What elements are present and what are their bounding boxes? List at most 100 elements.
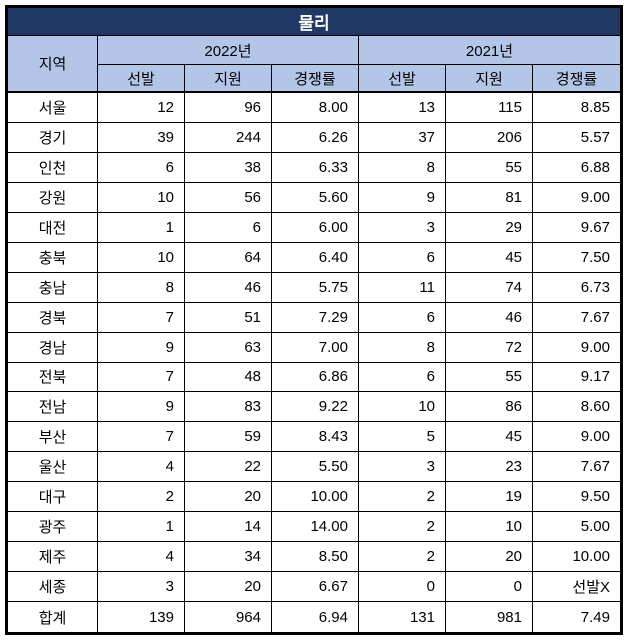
value-cell: 244 xyxy=(185,122,272,153)
value-cell: 20 xyxy=(185,482,272,513)
value-cell: 10 xyxy=(446,512,533,543)
value-cell: 6 xyxy=(185,212,272,243)
value-cell: 6.86 xyxy=(272,362,359,393)
value-cell: 선발X xyxy=(533,572,620,603)
header-2022-applied: 지원 xyxy=(185,65,272,93)
value-cell: 2 xyxy=(359,512,446,543)
value-cell: 6.26 xyxy=(272,122,359,153)
region-cell: 충남 xyxy=(8,272,98,303)
value-cell: 34 xyxy=(185,542,272,573)
value-cell: 83 xyxy=(185,392,272,423)
value-cell: 7.67 xyxy=(533,303,620,333)
value-cell: 6.73 xyxy=(533,273,620,303)
value-cell: 139 xyxy=(98,602,185,632)
value-cell: 0 xyxy=(359,572,446,603)
region-cell: 경기 xyxy=(8,122,98,153)
region-cell: 울산 xyxy=(8,452,98,483)
value-cell: 38 xyxy=(185,152,272,183)
value-cell: 6.88 xyxy=(533,153,620,183)
value-cell: 1 xyxy=(98,512,185,543)
value-cell: 5.60 xyxy=(272,182,359,213)
value-cell: 9.00 xyxy=(533,183,620,213)
year-2021-header: 2021년 xyxy=(359,36,620,65)
region-cell: 인천 xyxy=(8,152,98,183)
physics-admissions-table: 물리 지역 2022년 2021년 선발 지원 경쟁률 선발 지원 경쟁률 서울… xyxy=(5,5,623,635)
value-cell: 9.00 xyxy=(533,333,620,363)
region-cell: 경남 xyxy=(8,332,98,363)
region-cell: 합계 xyxy=(8,602,98,632)
region-cell: 광주 xyxy=(8,512,98,543)
value-cell: 13 xyxy=(359,93,446,123)
value-cell: 10 xyxy=(98,182,185,213)
value-cell: 9.17 xyxy=(533,363,620,393)
value-cell: 6.00 xyxy=(272,212,359,243)
value-cell: 8.60 xyxy=(533,392,620,423)
value-cell: 23 xyxy=(446,452,533,483)
region-column-header: 지역 xyxy=(8,36,98,93)
value-cell: 4 xyxy=(98,542,185,573)
value-cell: 10 xyxy=(359,392,446,423)
value-cell: 8 xyxy=(359,332,446,363)
value-cell: 81 xyxy=(446,182,533,213)
value-cell: 8.85 xyxy=(533,93,620,123)
value-cell: 9 xyxy=(98,392,185,423)
value-cell: 964 xyxy=(185,602,272,632)
table-title: 물리 xyxy=(8,8,620,36)
value-cell: 86 xyxy=(446,392,533,423)
value-cell: 7.49 xyxy=(580,608,610,626)
value-cell: 10.00 xyxy=(533,542,620,573)
value-cell: 74 xyxy=(446,272,533,303)
value-cell: 5 xyxy=(359,422,446,453)
value-cell: 7 xyxy=(98,422,185,453)
region-cell: 충북 xyxy=(8,242,98,273)
value-cell: 5.57 xyxy=(533,123,620,153)
region-cell: 세종 xyxy=(8,572,98,603)
value-cell: 115 xyxy=(446,93,533,123)
value-cell: 20 xyxy=(446,542,533,573)
header-2022-ratio: 경쟁률 xyxy=(272,65,359,93)
value-cell: 2 xyxy=(98,482,185,513)
value-cell: 4 xyxy=(98,452,185,483)
value-cell: 3 xyxy=(98,572,185,603)
value-cell: 0 xyxy=(446,572,533,603)
value-cell: 72 xyxy=(446,332,533,363)
region-cell: 경북 xyxy=(8,302,98,333)
value-cell: 10.00 xyxy=(272,482,359,513)
value-cell: 48 xyxy=(185,362,272,393)
region-cell: 제주 xyxy=(8,542,98,573)
value-cell: 9.22 xyxy=(272,392,359,423)
value-cell: 5.75 xyxy=(272,272,359,303)
value-cell: 7 xyxy=(98,302,185,333)
value-cell: 10 xyxy=(98,242,185,273)
region-cell: 전남 xyxy=(8,392,98,423)
value-cell: 7.29 xyxy=(272,302,359,333)
value-cell: 7.67 xyxy=(533,452,620,483)
value-cell: 6.67 xyxy=(272,572,359,603)
header-2021-selected: 선발 xyxy=(359,65,446,93)
value-cell: 6 xyxy=(359,362,446,393)
value-cell: 51 xyxy=(185,302,272,333)
value-cell: 45 xyxy=(446,422,533,453)
value-cell: 6.40 xyxy=(272,242,359,273)
value-cell: 56 xyxy=(185,182,272,213)
value-cell: 6.33 xyxy=(272,152,359,183)
value-cell: 5.50 xyxy=(272,452,359,483)
value-cell: 45 xyxy=(446,242,533,273)
value-cell: 5.00 xyxy=(533,512,620,543)
value-cell: 9.50 xyxy=(533,482,620,513)
value-cell: 7.00 xyxy=(272,332,359,363)
value-cell: 6 xyxy=(359,302,446,333)
value-cell: 8 xyxy=(98,272,185,303)
header-2021-ratio: 경쟁률 xyxy=(533,65,620,93)
value-cell: 29 xyxy=(446,212,533,243)
value-cell: 8.43 xyxy=(272,422,359,453)
value-cell: 20 xyxy=(185,572,272,603)
value-cell: 59 xyxy=(185,422,272,453)
value-cell: 131 xyxy=(359,602,446,632)
value-cell: 7.50 xyxy=(533,243,620,273)
region-cell: 대전 xyxy=(8,212,98,243)
value-cell: 1 xyxy=(98,212,185,243)
value-cell: 46 xyxy=(185,272,272,303)
value-cell: 206 xyxy=(446,122,533,153)
value-cell: 8.00 xyxy=(272,93,359,123)
